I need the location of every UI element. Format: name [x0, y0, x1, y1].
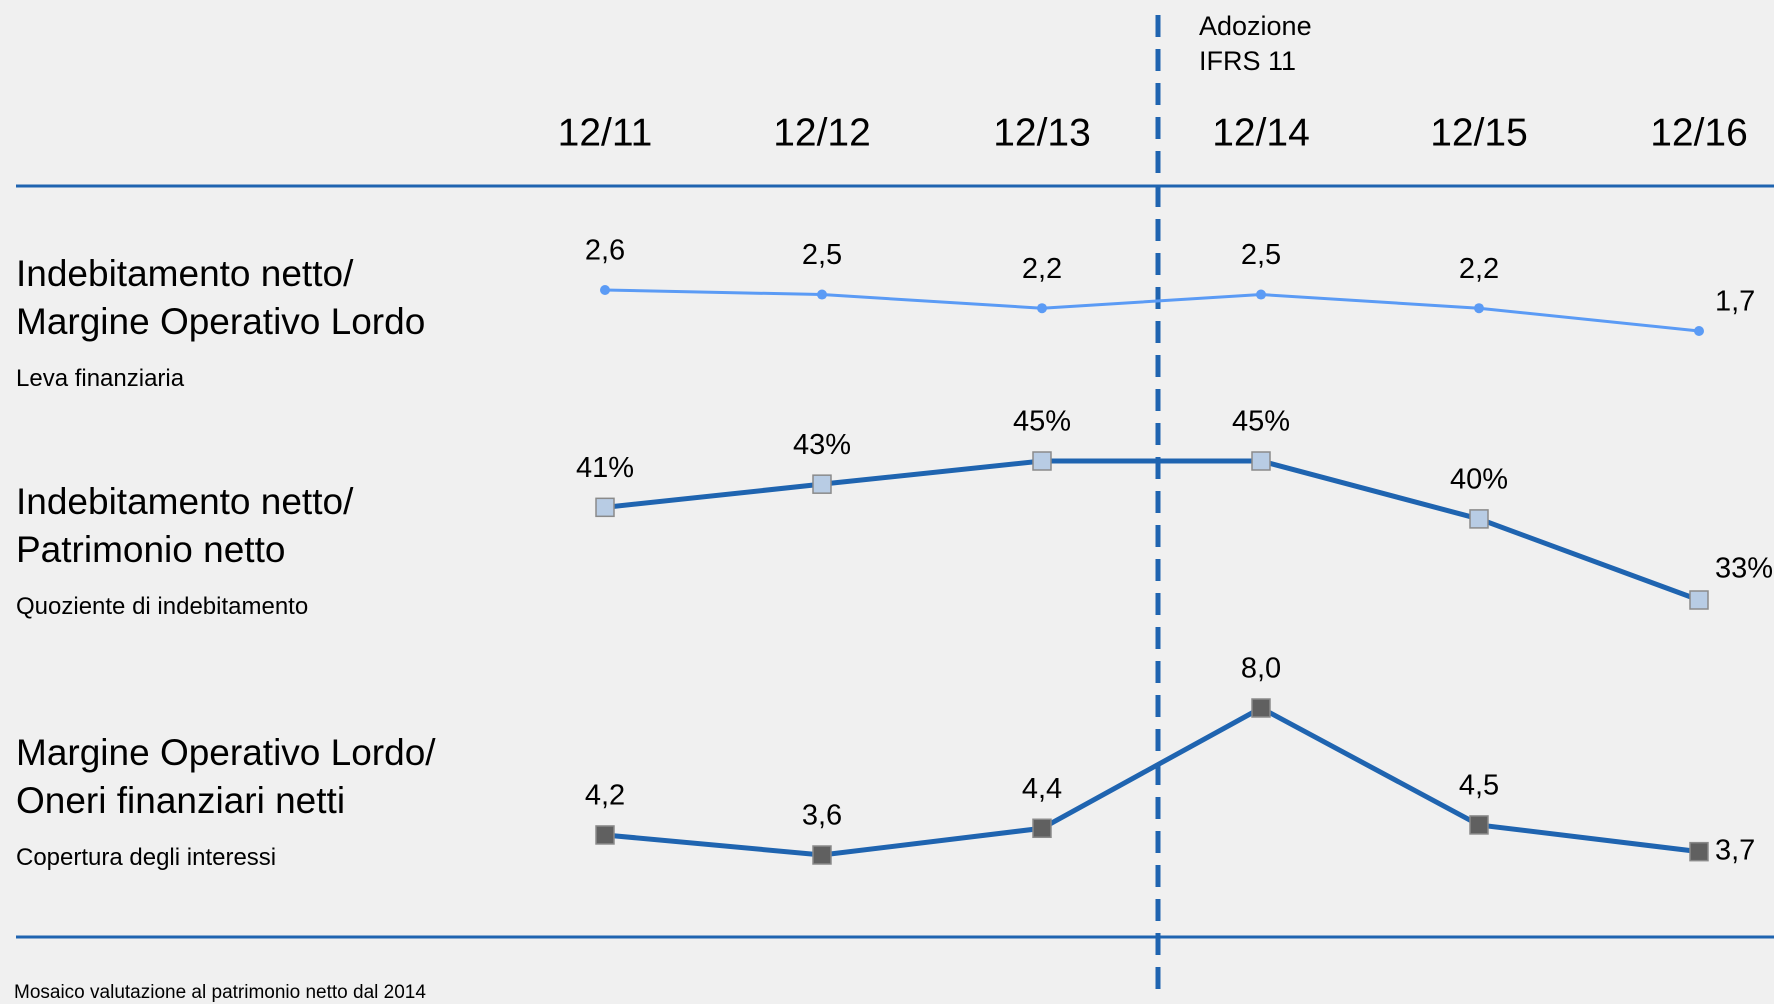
- point: [1256, 289, 1266, 300]
- value-label: 45%: [1232, 406, 1290, 438]
- point: [600, 285, 610, 295]
- x-tick-label: 12/13: [993, 111, 1091, 154]
- point: [812, 845, 832, 865]
- point: [1694, 326, 1704, 336]
- value-label: 41%: [576, 452, 634, 484]
- value-label: 4,4: [1022, 773, 1062, 805]
- x-tick-label: 12/15: [1430, 111, 1528, 154]
- point: [817, 289, 827, 300]
- point: [1037, 303, 1047, 314]
- value-label: 2,6: [585, 235, 625, 267]
- series-name: Indebitamento netto/ Margine Operativo L…: [16, 253, 426, 342]
- annotation: Adozione IFRS 11: [1199, 11, 1312, 76]
- point: [1032, 451, 1052, 471]
- point: [1032, 818, 1052, 839]
- point: [1689, 590, 1709, 610]
- series-name: Indebitamento netto/ Patrimonio netto: [16, 481, 354, 570]
- value-label: 3,7: [1715, 834, 1755, 866]
- point: [1251, 451, 1271, 471]
- value-label: 2,5: [1241, 239, 1281, 271]
- value-label: 1,7: [1715, 286, 1755, 318]
- point: [1251, 698, 1271, 718]
- value-label: 45%: [1013, 406, 1071, 438]
- point: [595, 825, 615, 845]
- x-tick-label: 12/12: [773, 111, 871, 154]
- value-label: 8,0: [1241, 653, 1281, 685]
- point: [1474, 303, 1484, 314]
- value-label: 4,2: [585, 780, 625, 812]
- series-subtitle: Quoziente di indebitamento: [16, 593, 309, 620]
- value-label: 4,5: [1459, 770, 1499, 802]
- value-label: 2,2: [1022, 253, 1062, 285]
- point: [812, 474, 832, 494]
- series-line: [604, 458, 1700, 603]
- value-label: 40%: [1450, 464, 1508, 496]
- series-line: [604, 705, 1700, 858]
- point: [1469, 509, 1489, 529]
- series-subtitle: Leva finanziaria: [16, 365, 185, 392]
- series-line: [604, 288, 1700, 333]
- point: [1469, 815, 1489, 835]
- x-tick-label: 12/11: [558, 111, 653, 154]
- value-label: 2,2: [1459, 253, 1499, 285]
- point: [595, 497, 615, 518]
- value-label: 43%: [793, 429, 851, 461]
- series-name: Margine Operativo Lordo/ Oneri finanziar…: [16, 732, 436, 821]
- x-tick-label: 12/14: [1212, 111, 1310, 154]
- x-tick-label: 12/16: [1650, 111, 1748, 154]
- value-label: 33%: [1715, 553, 1773, 585]
- series-subtitle: Copertura degli interessi: [16, 844, 277, 871]
- value-label: 3,6: [802, 800, 842, 832]
- value-label: 2,5: [802, 239, 842, 271]
- point: [1689, 841, 1709, 862]
- footnote: Mosaico valutazione al patrimonio netto …: [14, 982, 426, 1003]
